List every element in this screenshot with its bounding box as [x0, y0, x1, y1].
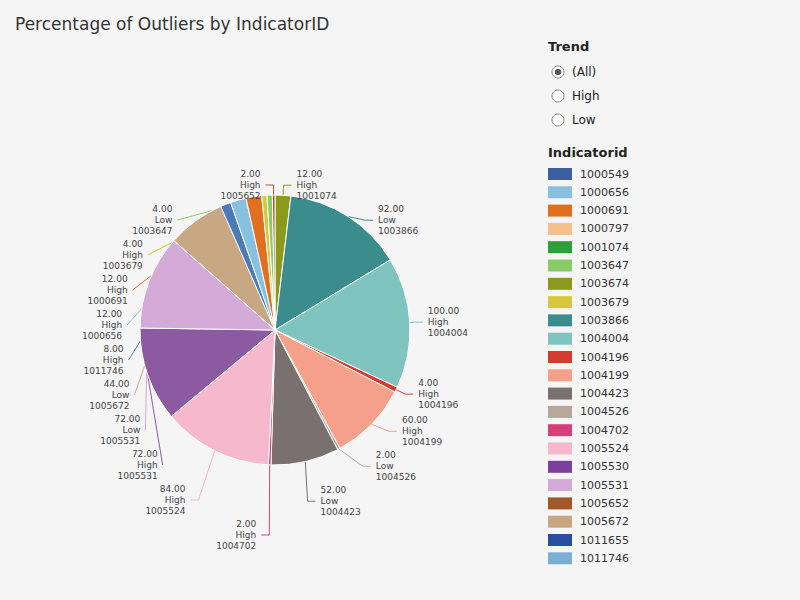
- svg-text:1005531: 1005531: [100, 436, 140, 446]
- svg-text:1005652: 1005652: [580, 497, 629, 510]
- svg-text:12.00: 12.00: [96, 309, 122, 319]
- svg-text:1004702: 1004702: [580, 424, 629, 437]
- svg-text:1004702: 1004702: [216, 541, 256, 551]
- svg-text:1000656: 1000656: [580, 186, 629, 199]
- svg-text:1005652: 1005652: [220, 191, 260, 201]
- svg-text:1005531: 1005531: [118, 471, 158, 481]
- svg-text:1004526: 1004526: [376, 472, 416, 482]
- svg-text:(All): (All): [572, 65, 596, 79]
- svg-text:60.00: 60.00: [402, 415, 428, 425]
- svg-text:72.00: 72.00: [132, 449, 158, 459]
- svg-text:High: High: [101, 320, 122, 330]
- svg-text:100.00: 100.00: [428, 306, 460, 316]
- svg-text:High: High: [122, 250, 143, 260]
- svg-text:2.00: 2.00: [241, 169, 261, 179]
- svg-text:1003679: 1003679: [103, 261, 143, 271]
- svg-text:1005530: 1005530: [580, 460, 629, 473]
- svg-text:2.00: 2.00: [376, 450, 396, 460]
- svg-text:Low: Low: [378, 215, 396, 225]
- svg-text:1005524: 1005524: [580, 442, 629, 455]
- svg-text:High: High: [297, 180, 318, 190]
- svg-text:Low: Low: [321, 496, 339, 506]
- svg-text:1003866: 1003866: [580, 314, 629, 327]
- svg-text:1004199: 1004199: [580, 369, 629, 382]
- svg-text:1003866: 1003866: [378, 226, 418, 236]
- svg-text:1005531: 1005531: [580, 479, 629, 492]
- svg-text:High: High: [428, 317, 449, 327]
- svg-text:1005672: 1005672: [89, 401, 129, 411]
- svg-text:1003647: 1003647: [132, 226, 172, 236]
- svg-text:1003647: 1003647: [580, 259, 629, 272]
- svg-text:8.00: 8.00: [104, 344, 124, 354]
- svg-text:Low: Low: [155, 215, 173, 225]
- svg-text:High: High: [236, 530, 257, 540]
- svg-text:1000549: 1000549: [580, 168, 629, 181]
- svg-text:High: High: [103, 355, 124, 365]
- svg-text:1000691: 1000691: [88, 296, 128, 306]
- svg-text:Indicatorid: Indicatorid: [548, 145, 628, 160]
- svg-text:44.00: 44.00: [104, 379, 130, 389]
- svg-text:Low: Low: [112, 390, 130, 400]
- svg-text:1001074: 1001074: [297, 191, 337, 201]
- svg-text:52.00: 52.00: [321, 485, 347, 495]
- svg-text:72.00: 72.00: [115, 414, 141, 424]
- svg-text:1003679: 1003679: [580, 296, 629, 309]
- svg-text:1000656: 1000656: [82, 331, 122, 341]
- svg-text:Trend: Trend: [548, 39, 589, 54]
- svg-text:Low: Low: [376, 461, 394, 471]
- svg-text:1000797: 1000797: [580, 222, 629, 235]
- svg-text:92.00: 92.00: [378, 204, 404, 214]
- svg-text:1004199: 1004199: [402, 437, 442, 447]
- svg-text:Low: Low: [572, 113, 596, 127]
- svg-text:4.00: 4.00: [152, 204, 172, 214]
- svg-text:1000691: 1000691: [580, 204, 629, 217]
- svg-text:1004423: 1004423: [321, 507, 361, 517]
- svg-text:Low: Low: [123, 425, 141, 435]
- svg-text:1011655: 1011655: [580, 534, 629, 547]
- svg-text:84.00: 84.00: [160, 484, 186, 494]
- svg-text:12.00: 12.00: [102, 274, 128, 284]
- svg-text:1004526: 1004526: [580, 405, 629, 418]
- svg-text:1003674: 1003674: [580, 277, 629, 290]
- svg-text:High: High: [165, 495, 186, 505]
- svg-text:1004196: 1004196: [580, 351, 629, 364]
- svg-text:4.00: 4.00: [123, 239, 143, 249]
- svg-text:High: High: [137, 460, 158, 470]
- svg-text:High: High: [572, 89, 600, 103]
- svg-text:1001074: 1001074: [580, 241, 629, 254]
- svg-text:1004423: 1004423: [580, 387, 629, 400]
- svg-text:12.00: 12.00: [297, 169, 323, 179]
- svg-text:High: High: [240, 180, 261, 190]
- svg-text:High: High: [418, 389, 439, 399]
- svg-text:1005672: 1005672: [580, 515, 629, 528]
- svg-text:High: High: [402, 426, 423, 436]
- svg-text:1005524: 1005524: [145, 506, 185, 516]
- svg-text:High: High: [107, 285, 128, 295]
- svg-text:2.00: 2.00: [236, 519, 256, 529]
- svg-text:1004004: 1004004: [428, 328, 468, 338]
- svg-text:1011746: 1011746: [580, 552, 629, 565]
- svg-text:1011746: 1011746: [83, 366, 123, 376]
- svg-text:Percentage of Outliers by Indi: Percentage of Outliers by IndicatorID: [15, 14, 329, 34]
- svg-text:4.00: 4.00: [418, 378, 438, 388]
- svg-text:1004196: 1004196: [418, 400, 458, 410]
- svg-text:1004004: 1004004: [580, 332, 629, 345]
